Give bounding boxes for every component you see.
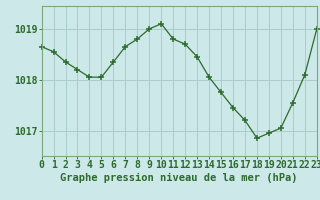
X-axis label: Graphe pression niveau de la mer (hPa): Graphe pression niveau de la mer (hPa) xyxy=(60,173,298,183)
